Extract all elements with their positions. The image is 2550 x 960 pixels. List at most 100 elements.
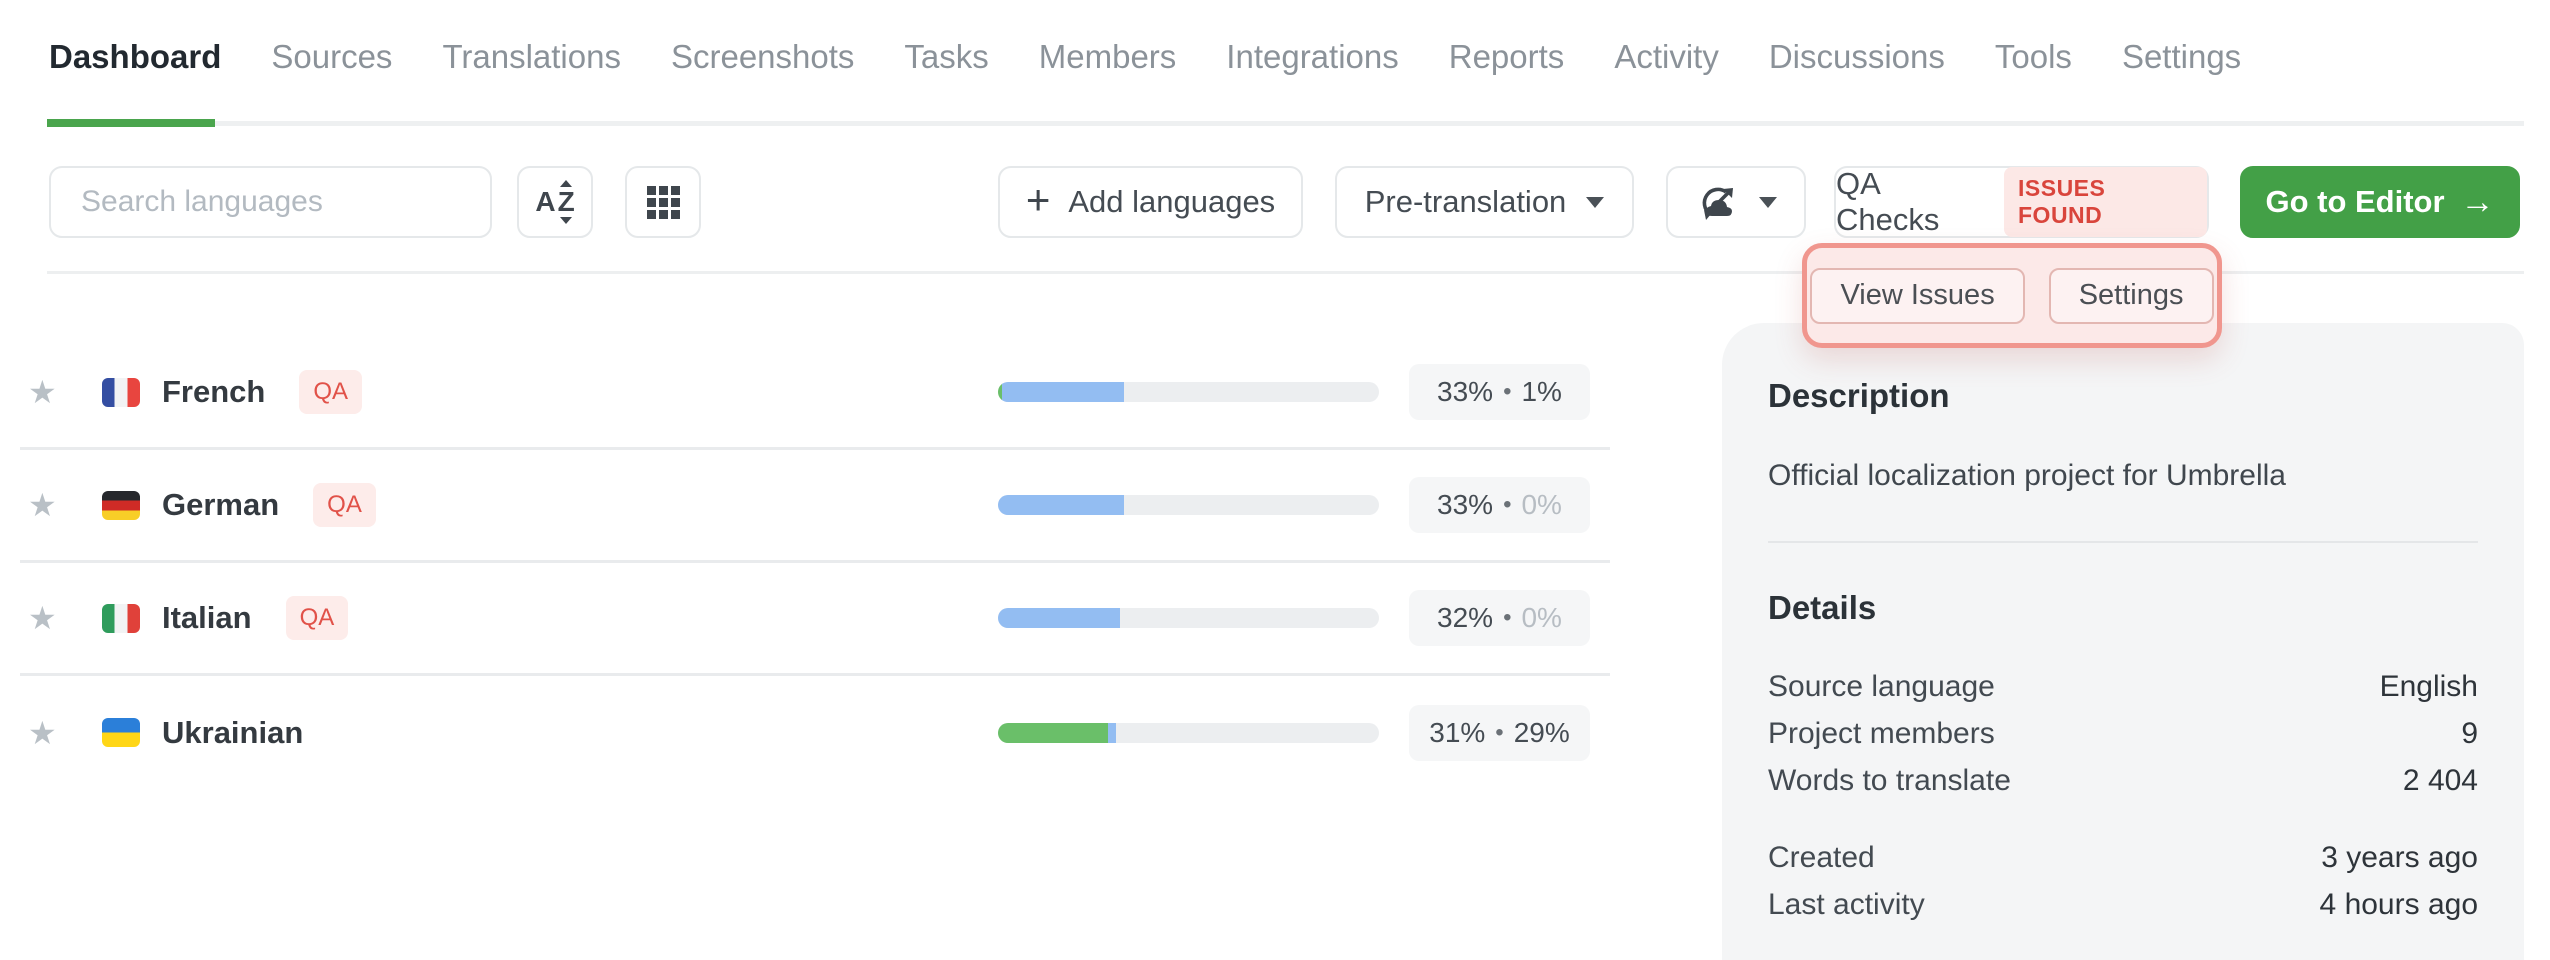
pre-translation-label: Pre-translation bbox=[1364, 184, 1567, 219]
detail-value: 3 years ago bbox=[2321, 841, 2478, 874]
detail-label: Words to translate bbox=[1768, 764, 2011, 797]
qa-issues-badge[interactable]: QA bbox=[285, 596, 349, 640]
qa-settings-button[interactable]: Settings bbox=[2048, 267, 2214, 324]
star-icon[interactable]: ★ bbox=[28, 374, 57, 410]
translated-progress-fill bbox=[1001, 382, 1124, 402]
chevron-down-icon bbox=[1586, 196, 1605, 208]
detail-label: Last activity bbox=[1768, 888, 1925, 921]
toolbar-separator bbox=[47, 271, 2524, 274]
language-name[interactable]: French bbox=[162, 374, 266, 409]
dot-separator: • bbox=[1503, 604, 1512, 631]
progress-percent-badge: 32% • 0% bbox=[1409, 590, 1590, 646]
translated-progress-fill bbox=[1108, 722, 1117, 743]
active-tab-underline bbox=[47, 119, 215, 127]
ukrainian-flag-icon bbox=[102, 718, 140, 747]
progress-percent-badge: 33% • 1% bbox=[1409, 364, 1590, 420]
search-languages-field[interactable] bbox=[49, 166, 492, 238]
detail-row-project-members: Project members 9 bbox=[1768, 710, 2478, 757]
translation-progress-bar bbox=[998, 608, 1379, 628]
language-row-french[interactable]: ★ French QA 33% • 1% bbox=[20, 337, 1610, 450]
language-name[interactable]: German bbox=[162, 487, 280, 522]
approved-percent: 29% bbox=[1513, 716, 1570, 748]
tab-dashboard[interactable]: Dashboard bbox=[49, 38, 222, 75]
tab-members[interactable]: Members bbox=[1038, 38, 1177, 75]
translated-percent: 33% bbox=[1437, 376, 1494, 407]
translated-progress-fill bbox=[998, 608, 1120, 628]
tab-settings[interactable]: Settings bbox=[2121, 38, 2242, 75]
star-icon[interactable]: ★ bbox=[28, 600, 57, 636]
tab-reports[interactable]: Reports bbox=[1448, 38, 1565, 75]
tab-sources[interactable]: Sources bbox=[271, 38, 393, 75]
detail-value: 4 hours ago bbox=[2319, 888, 2478, 921]
nav-bottom-border bbox=[47, 121, 2524, 126]
approved-percent: 0% bbox=[1521, 602, 1562, 633]
language-row-italian[interactable]: ★ Italian QA 32% • 0% bbox=[20, 563, 1610, 676]
detail-row-source-language: Source language English bbox=[1768, 663, 2478, 710]
detail-value: 9 bbox=[2461, 717, 2478, 750]
description-text: Official localization project for Umbrel… bbox=[1768, 459, 2286, 492]
italian-flag-icon bbox=[102, 603, 140, 633]
progress-percent-badge: 33% • 0% bbox=[1409, 477, 1590, 533]
french-flag-icon bbox=[102, 377, 140, 407]
chevron-down-icon bbox=[1759, 196, 1777, 208]
detail-label: Project members bbox=[1768, 717, 1995, 750]
qa-checks-popover: View Issues Settings bbox=[1802, 243, 2222, 348]
approved-percent: 1% bbox=[1521, 376, 1562, 407]
go-to-editor-label: Go to Editor bbox=[2265, 184, 2445, 219]
sort-az-icon: A Z bbox=[535, 180, 575, 224]
tab-activity[interactable]: Activity bbox=[1614, 38, 1719, 75]
pre-translation-dropdown[interactable]: Pre-translation bbox=[1335, 166, 1634, 238]
translation-progress-bar bbox=[998, 382, 1379, 402]
tab-discussions[interactable]: Discussions bbox=[1768, 38, 1945, 75]
view-issues-button[interactable]: View Issues bbox=[1810, 267, 2025, 324]
grid-view-icon bbox=[646, 185, 680, 219]
panel-divider bbox=[1768, 541, 2478, 543]
tab-tasks[interactable]: Tasks bbox=[904, 38, 989, 75]
sort-az-button[interactable]: A Z bbox=[517, 166, 593, 238]
detail-row-words-to-translate: Words to translate 2 404 bbox=[1768, 757, 2478, 804]
dot-separator: • bbox=[1495, 718, 1504, 746]
language-name[interactable]: Ukrainian bbox=[162, 714, 304, 750]
details-title: Details bbox=[1768, 589, 1877, 626]
approved-percent: 0% bbox=[1521, 489, 1562, 520]
detail-label: Created bbox=[1768, 841, 1875, 874]
detail-value: English bbox=[2379, 670, 2478, 703]
translated-percent: 32% bbox=[1437, 602, 1494, 633]
grid-view-button[interactable] bbox=[625, 166, 701, 238]
language-name[interactable]: Italian bbox=[162, 600, 252, 635]
issues-found-badge: ISSUES FOUND bbox=[2004, 167, 2207, 237]
project-details-panel: Description Official localization projec… bbox=[1722, 323, 2524, 960]
star-icon[interactable]: ★ bbox=[28, 714, 57, 751]
qa-checks-button[interactable]: QA Checks ISSUES FOUND bbox=[1834, 166, 2209, 238]
language-row-german[interactable]: ★ German QA 33% • 0% bbox=[20, 450, 1610, 563]
detail-label: Source language bbox=[1768, 670, 1995, 703]
qa-issues-badge[interactable]: QA bbox=[313, 483, 376, 527]
tab-translations[interactable]: Translations bbox=[442, 38, 621, 75]
star-icon[interactable]: ★ bbox=[28, 487, 57, 523]
language-list: ★ French QA 33% • 1% ★ German QA bbox=[20, 337, 1610, 789]
details-rows: Source language English Project members … bbox=[1768, 663, 2478, 804]
translated-percent: 33% bbox=[1437, 489, 1494, 520]
approved-progress-fill bbox=[998, 722, 1109, 743]
tab-screenshots[interactable]: Screenshots bbox=[670, 38, 855, 75]
detail-row-last-activity: Last activity 4 hours ago bbox=[1768, 881, 2478, 928]
tab-tools[interactable]: Tools bbox=[1994, 38, 2072, 75]
translation-progress-bar bbox=[998, 495, 1379, 515]
language-row-ukrainian[interactable]: ★ Ukrainian 31% • 29% bbox=[20, 676, 1610, 789]
detail-value: 2 404 bbox=[2402, 764, 2478, 797]
sync-cloud-icon bbox=[1702, 187, 1733, 220]
translation-progress-bar bbox=[998, 722, 1379, 743]
german-flag-icon bbox=[102, 490, 140, 520]
add-languages-label: Add languages bbox=[1068, 184, 1276, 219]
translated-percent: 31% bbox=[1429, 716, 1486, 748]
go-to-editor-button[interactable]: Go to Editor → bbox=[2240, 166, 2520, 238]
dot-separator: • bbox=[1503, 378, 1512, 405]
qa-checks-label: QA Checks bbox=[1836, 166, 1940, 237]
qa-issues-badge[interactable]: QA bbox=[299, 370, 363, 414]
add-languages-button[interactable]: + Add languages bbox=[998, 166, 1303, 238]
search-input[interactable] bbox=[51, 185, 490, 219]
sync-dropdown-button[interactable] bbox=[1666, 166, 1806, 238]
dot-separator: • bbox=[1503, 491, 1512, 518]
tab-integrations[interactable]: Integrations bbox=[1226, 38, 1399, 75]
